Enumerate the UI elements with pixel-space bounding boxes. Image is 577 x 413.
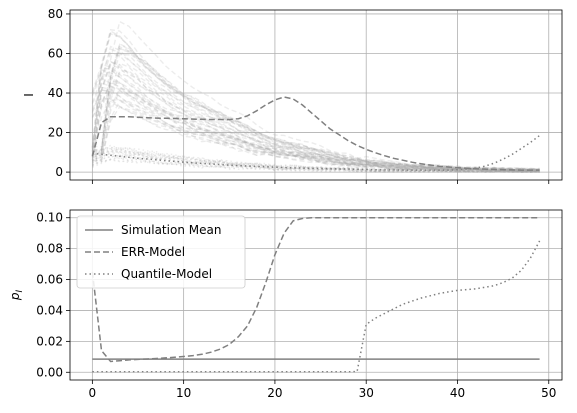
series-line-quantile-model <box>92 240 541 373</box>
x-tick-label: 50 <box>541 386 556 400</box>
simulation-run-line <box>91 154 540 173</box>
simulation-run-line <box>91 99 540 173</box>
legend-label: Quantile-Model <box>121 267 212 281</box>
simulation-run-line <box>92 151 540 173</box>
x-tick-label: 20 <box>267 386 282 400</box>
simulation-run-line <box>91 147 540 173</box>
simulation-run-line <box>91 82 540 173</box>
simulation-run-line <box>92 155 540 173</box>
simulation-run-line <box>91 64 540 172</box>
simulation-run-line <box>91 72 540 173</box>
y-tick-label: 80 <box>48 7 63 21</box>
y-tick-label: 0.00 <box>36 365 63 379</box>
y-tick-label: 0.10 <box>36 211 63 225</box>
simulation-run-line <box>91 86 540 173</box>
series-line-dotted <box>92 134 541 171</box>
simulation-run-line <box>91 148 540 173</box>
legend-label: ERR-Model <box>121 245 185 259</box>
simulation-run-line <box>92 152 540 173</box>
y-tick-label: 20 <box>48 126 63 140</box>
axes-frame <box>69 9 563 181</box>
simulation-run-line <box>92 89 540 173</box>
y-tick-label: 0 <box>55 165 63 179</box>
x-tick-label: 40 <box>450 386 465 400</box>
simulation-run-line <box>91 150 540 173</box>
y-tick-label: 60 <box>48 46 63 60</box>
simulation-run-line <box>92 105 540 173</box>
y-axis-label: I <box>22 93 36 97</box>
simulation-run-line <box>91 89 540 173</box>
simulation-run-line <box>92 159 540 173</box>
simulation-run-line <box>91 146 540 173</box>
simulation-run-line <box>91 31 540 172</box>
simulation-run-line <box>91 89 540 173</box>
series-line-err-model <box>91 216 540 363</box>
simulation-run-line <box>92 47 540 173</box>
legend-box <box>76 215 246 289</box>
axes-frame <box>69 209 563 381</box>
simulation-run-line <box>92 53 540 172</box>
y-tick-label: 0.04 <box>36 303 63 317</box>
y-tick-label: 0.02 <box>36 334 63 348</box>
simulation-run-line <box>91 81 540 173</box>
simulation-run-line <box>92 43 540 172</box>
x-tick-label: 30 <box>359 386 374 400</box>
y-tick-label: 0.06 <box>36 273 63 287</box>
simulation-run-line <box>92 157 540 173</box>
y-tick-label: 40 <box>48 86 63 100</box>
simulation-run-line <box>92 47 540 172</box>
simulation-run-line <box>91 66 540 173</box>
x-tick-label: 0 <box>89 386 97 400</box>
series-line-dashed <box>91 96 540 171</box>
x-tick-label: 10 <box>176 386 191 400</box>
y-axis-label: pI <box>8 290 25 302</box>
simulation-run-line <box>92 20 540 171</box>
simulation-run-line <box>91 144 540 173</box>
simulation-run-line <box>91 155 540 173</box>
legend-label: Simulation Mean <box>121 223 221 237</box>
simulation-run-line <box>91 152 540 173</box>
simulation-run-line <box>91 52 540 173</box>
simulation-run-line <box>92 158 540 173</box>
simulation-run-line <box>91 146 540 173</box>
simulation-run-line <box>91 97 540 173</box>
y-tick-label: 0.08 <box>36 242 63 256</box>
